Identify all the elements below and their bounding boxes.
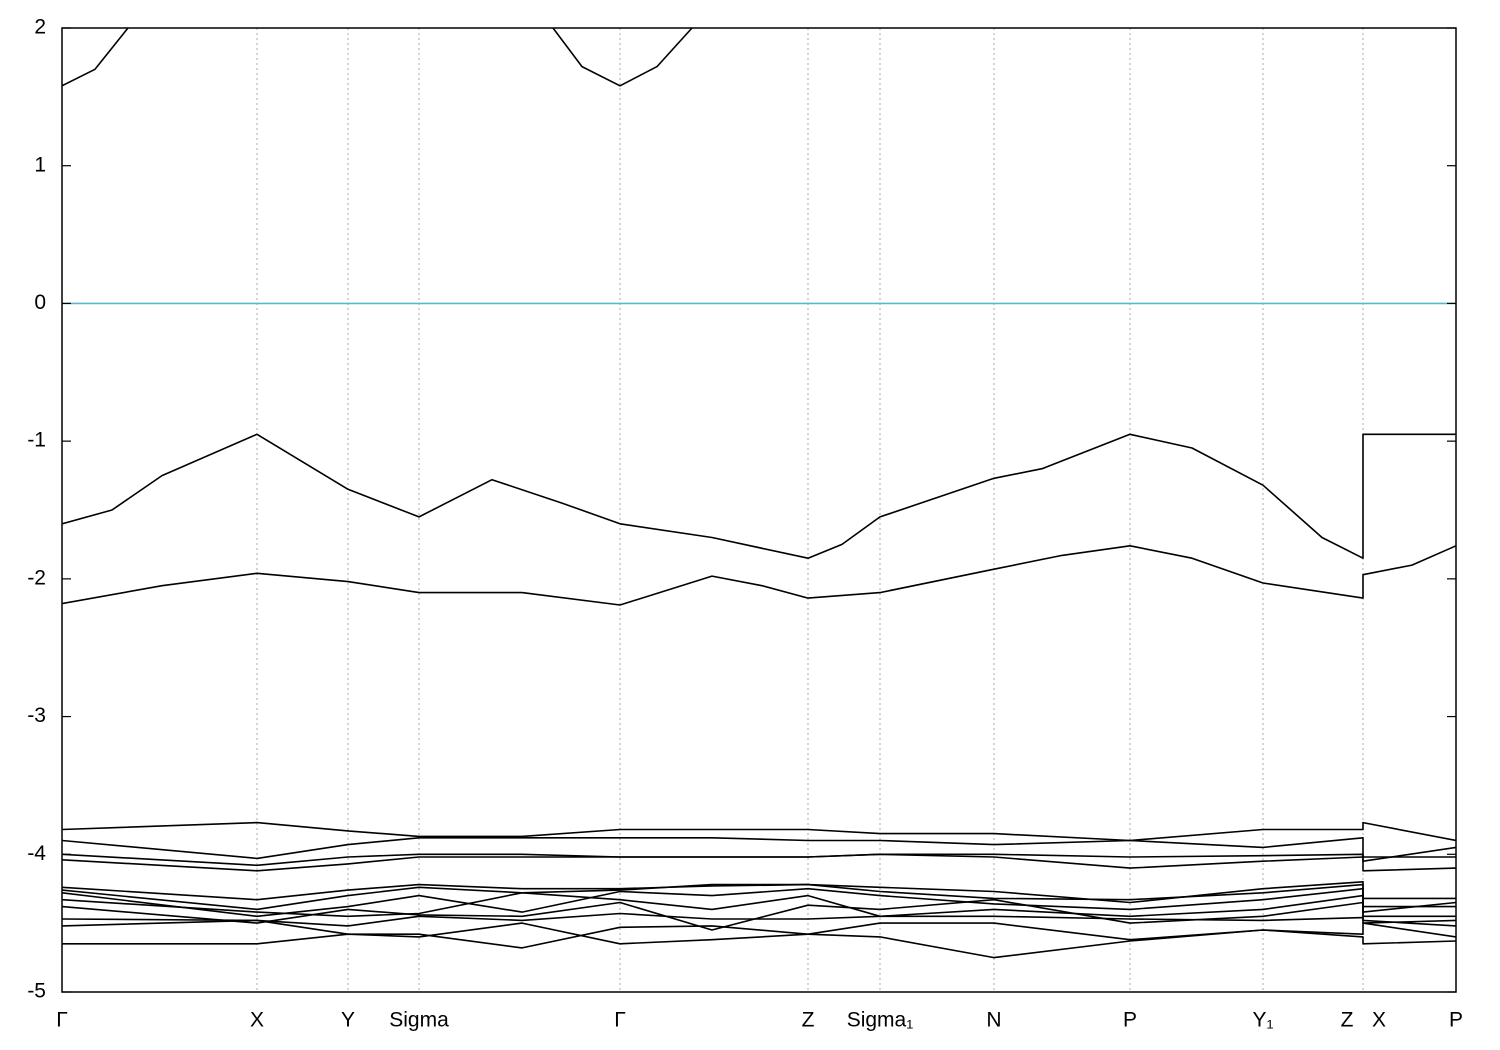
x-tick-label: Z (802, 1009, 815, 1032)
plot-frame (61, 27, 1457, 993)
y-tick-label: -1 (27, 429, 46, 452)
x-tick-label: Z (1341, 1009, 1354, 1032)
band-line (62, 545, 1456, 606)
y-tick-label: -4 (27, 842, 46, 865)
y-tick-label: -5 (27, 980, 46, 1003)
y-tick-label: -3 (27, 704, 46, 727)
band-line (62, 28, 129, 87)
x-tick-label: Γ (56, 1009, 68, 1032)
x-tick-label: Γ (614, 1009, 626, 1032)
band-line (62, 853, 1456, 872)
band-line (62, 821, 1456, 842)
band-line (62, 912, 1456, 927)
x-tick-label: X (250, 1009, 264, 1032)
band-line (62, 898, 1456, 931)
y-tick-label: 1 (34, 153, 46, 176)
y-tick-label: -2 (27, 566, 46, 589)
band-line (62, 892, 1456, 918)
band-line (62, 837, 1456, 862)
band-line (62, 919, 1456, 959)
plot-area (62, 28, 1456, 959)
x-tick-label: X (1372, 1009, 1386, 1032)
grid (256, 28, 1364, 992)
band-line (62, 883, 1456, 911)
y-tick-label: 0 (34, 291, 46, 314)
x-tick-label: P (1449, 1009, 1463, 1032)
x-tick-label: Y₁ (1252, 1009, 1273, 1032)
band-line (62, 433, 1456, 559)
band-line (62, 922, 1456, 945)
band-line (62, 887, 1456, 918)
x-tick-label: Y (341, 1009, 355, 1032)
x-tick-label: Sigma (389, 1009, 449, 1032)
x-tick-label: Sigma₁ (847, 1009, 914, 1032)
band-line (552, 28, 693, 87)
y-tick-label: 2 (34, 16, 46, 39)
x-tick-label: N (986, 1009, 1001, 1032)
x-tick-label: P (1123, 1009, 1137, 1032)
